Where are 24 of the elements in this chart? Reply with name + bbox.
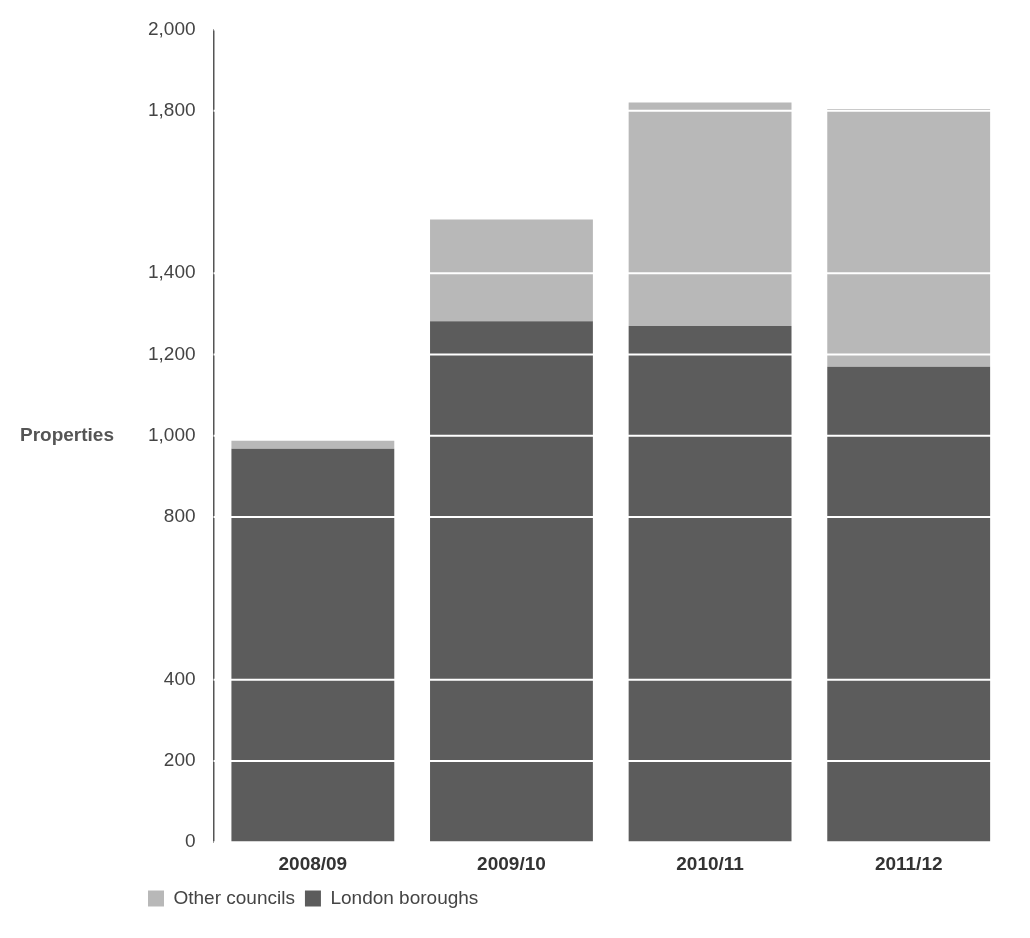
y-tick-label: 200 [163, 749, 196, 771]
legend-label: Other councils [173, 886, 295, 908]
bar [231, 448, 395, 843]
y-tick-label: 2,000 [148, 17, 196, 39]
bar [628, 102, 792, 327]
y-tick-label: 400 [163, 667, 196, 689]
bar [430, 321, 593, 843]
bar [827, 366, 991, 843]
y-axis-title: Properties [20, 424, 114, 446]
bar [231, 440, 395, 449]
bar [430, 219, 593, 322]
y-tick-label: 1,000 [148, 424, 196, 446]
x-tick-label: 2008/09 [278, 852, 348, 874]
y-tick-label: 1,400 [148, 261, 196, 283]
x-tick-label: 2009/10 [477, 852, 546, 874]
legend-label: London boroughs [330, 886, 479, 908]
y-tick-label: 1,800 [148, 98, 196, 120]
bar [628, 326, 792, 843]
y-tick-label: 800 [163, 505, 196, 527]
bar [827, 109, 991, 367]
x-tick-label: 2011/12 [874, 852, 943, 874]
y-tick-label: 1,200 [148, 342, 196, 364]
y-tick-label: 0 [184, 830, 196, 852]
x-tick-label: 2010/11 [676, 852, 745, 874]
